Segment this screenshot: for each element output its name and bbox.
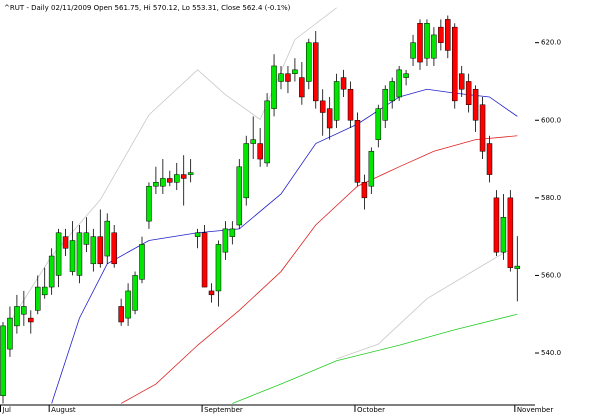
candle-body [7, 317, 13, 350]
candle-body [347, 88, 354, 121]
candle-body [146, 185, 152, 222]
candle-body [396, 69, 402, 98]
indicator-line [51, 88, 518, 404]
indicator-line [336, 248, 511, 360]
candle-body [62, 236, 69, 249]
candle-body [167, 178, 173, 183]
candle-body [382, 88, 388, 121]
chart-title: ^RUT - Daily 02/11/2009 Open 561.75, Hi … [4, 4, 291, 12]
candle-body [507, 197, 514, 268]
candle-body [229, 228, 236, 237]
y-tick-label: 580.0 [541, 194, 561, 202]
candle-body [445, 19, 451, 51]
candle-body [250, 139, 256, 144]
candle-body [208, 290, 215, 296]
candle-body [41, 286, 48, 296]
candle-body [21, 306, 27, 315]
candle-body [424, 23, 430, 59]
candle-body [417, 23, 423, 63]
candle-body [493, 197, 500, 253]
candle-body [514, 265, 521, 269]
candle-body [431, 34, 437, 59]
candle-body [299, 77, 305, 98]
candle-body [410, 42, 416, 59]
candle-body [69, 240, 76, 272]
indicator-line [232, 313, 518, 404]
candle-body [313, 42, 319, 102]
candle-body [389, 81, 395, 102]
candle-body [48, 255, 55, 288]
candle-body [174, 174, 180, 183]
y-tick-label: 600.0 [541, 116, 561, 124]
candle-body [368, 151, 375, 187]
candle-body [187, 172, 194, 175]
candle-body [132, 275, 138, 311]
indicator-line [120, 135, 518, 404]
y-tick-label: 560.0 [541, 271, 561, 279]
candle-body [486, 143, 493, 175]
candles [0, 15, 521, 404]
candle-body [257, 143, 263, 160]
candle-body [90, 236, 97, 265]
candle-body [236, 166, 243, 226]
candle-body [83, 232, 90, 245]
candle-body [292, 69, 298, 74]
candle-body [306, 42, 312, 82]
candle-body [340, 77, 347, 90]
indicators [9, 7, 518, 404]
candle-body [55, 232, 62, 276]
candle-body [285, 73, 291, 82]
candle-body [326, 108, 333, 129]
candle-body [14, 306, 20, 327]
candle-body [271, 65, 277, 109]
candle-body [458, 73, 465, 90]
x-tick-label: Jul [2, 406, 12, 414]
candle-body [153, 182, 159, 187]
candle-body [500, 216, 507, 253]
x-tick-label: September [204, 406, 243, 414]
y-tick-label: 620.0 [541, 39, 561, 47]
candle-body [104, 220, 110, 257]
candle-body [222, 228, 229, 253]
candle-body [403, 73, 409, 78]
x-tick-label: August [51, 406, 76, 414]
candle-body [215, 244, 222, 292]
candle-body [111, 232, 117, 265]
candle-body [264, 100, 270, 164]
candle-body [97, 236, 104, 265]
candle-body [375, 108, 382, 140]
candle-body [0, 325, 6, 396]
candle-body [125, 290, 131, 319]
candle-body [139, 244, 145, 280]
candle-body [354, 120, 361, 183]
candle-body [243, 143, 249, 199]
candle-body [438, 26, 444, 43]
candle-body [333, 81, 340, 121]
candle-body [361, 182, 368, 199]
y-tick-label: 540.0 [541, 349, 561, 357]
candle-body [76, 232, 83, 276]
x-tick-label: October [357, 406, 385, 414]
candle-body [35, 286, 41, 311]
candle-body [465, 81, 472, 105]
candle-body [118, 306, 124, 323]
candle-body [160, 178, 166, 187]
candle-body [278, 73, 284, 82]
candle-body [28, 317, 34, 323]
candle-body [201, 232, 208, 288]
candle-body [452, 26, 458, 102]
candle-body [194, 232, 201, 237]
candle-body [472, 88, 479, 121]
candle-body [180, 174, 187, 179]
candle-body [479, 104, 486, 152]
x-tick-label: November [517, 406, 554, 414]
candle-body [319, 100, 326, 113]
